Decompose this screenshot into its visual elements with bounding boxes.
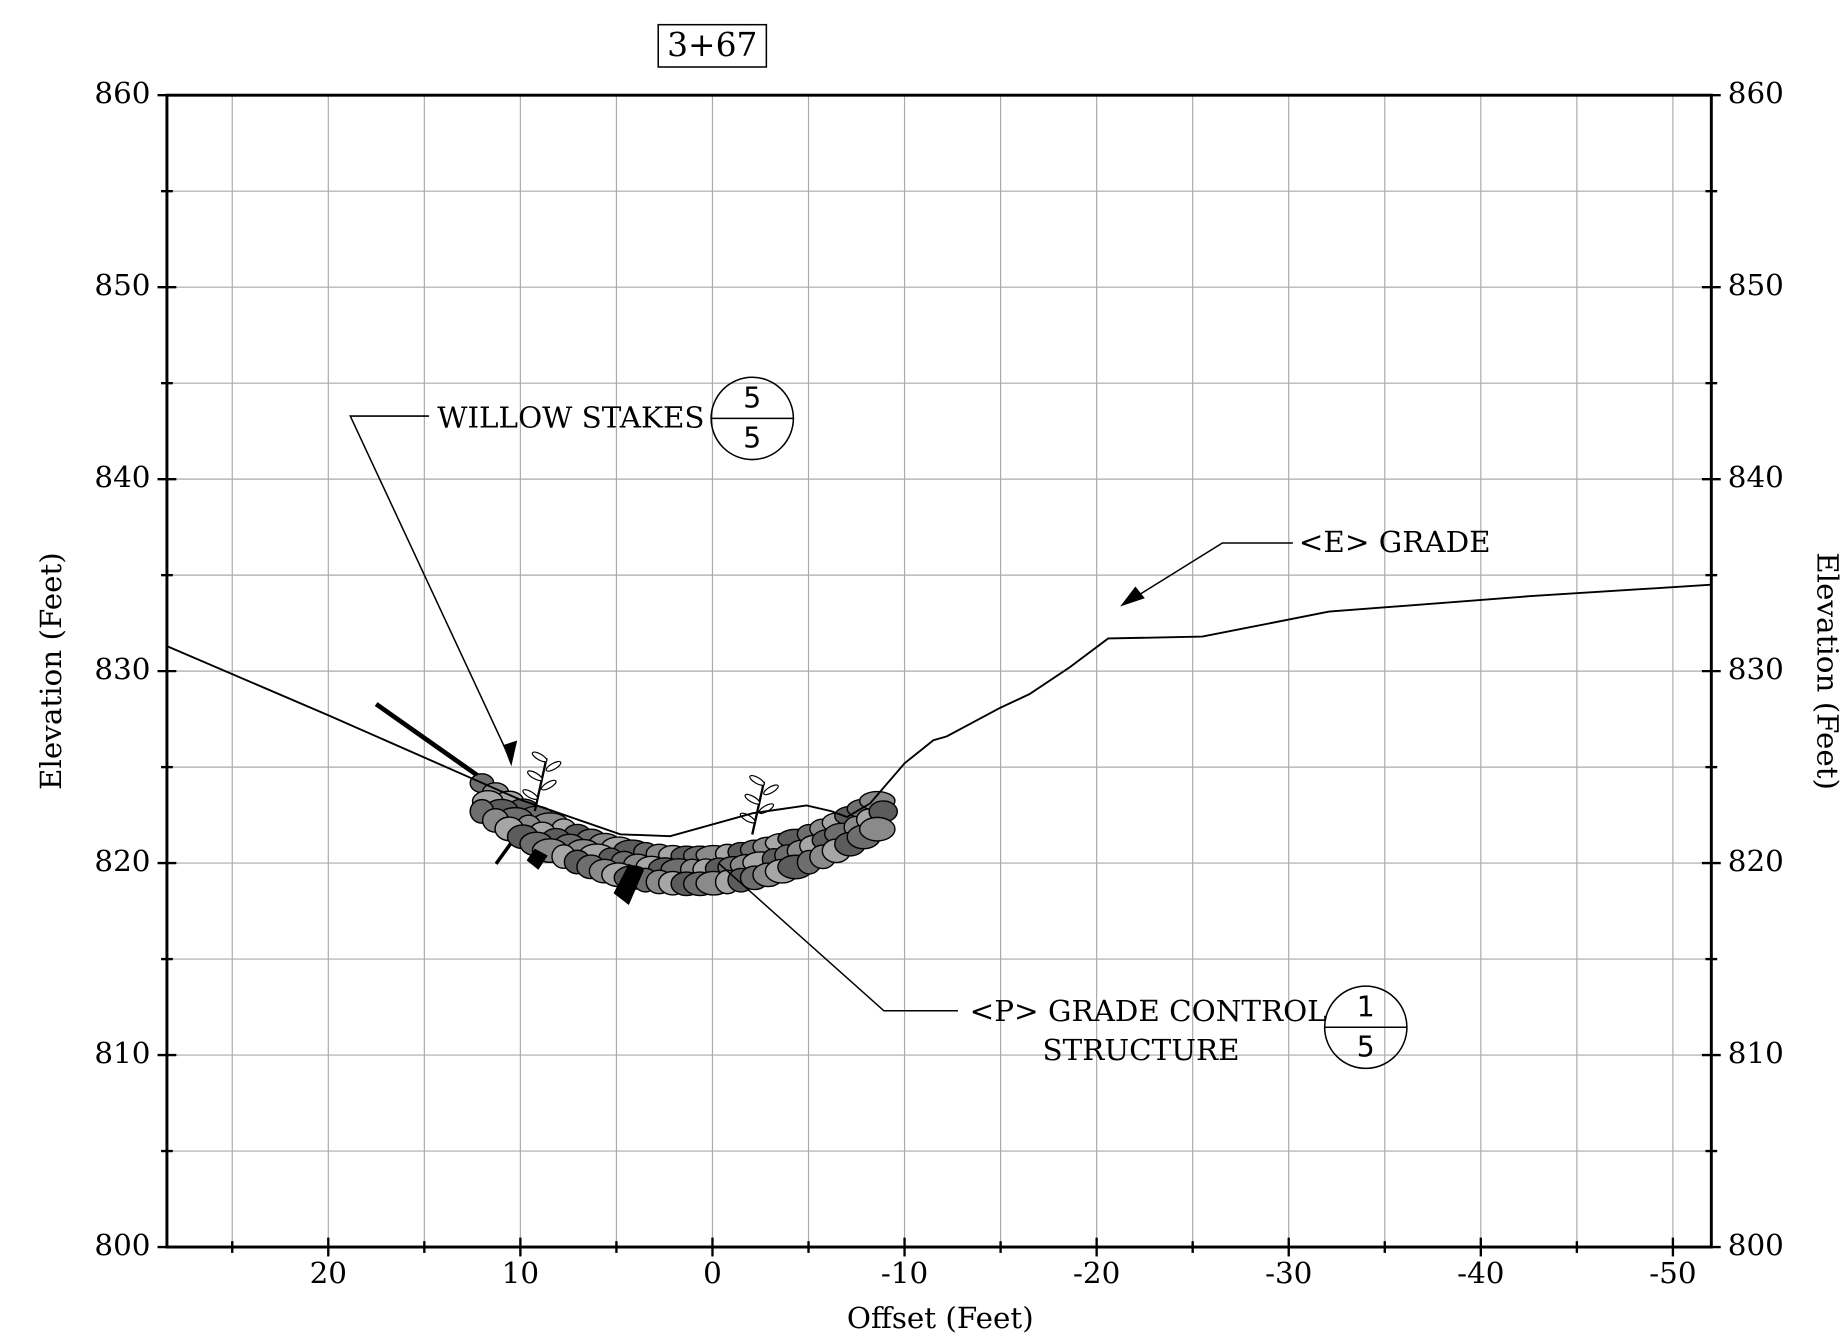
detail-number: 1 (1357, 990, 1375, 1023)
x-tick-label: -40 (1457, 1256, 1504, 1290)
y2-tick-label: 860 (1728, 76, 1784, 110)
grid (166, 94, 1712, 1248)
x-tick-label: -50 (1649, 1256, 1696, 1290)
callout-label: STRUCTURE (1043, 1033, 1240, 1067)
willow-leaf (545, 760, 562, 772)
willow-leaf (522, 789, 539, 800)
willow-leaf (531, 751, 548, 763)
willow-leaf (758, 803, 775, 815)
callouts: WILLOW STAKES 5 5 <E> GRADE <P> GRADE CO… (349, 376, 1491, 1070)
leader-line (718, 863, 958, 1012)
y2-tick-label: 830 (1728, 652, 1784, 686)
data (166, 583, 1712, 838)
chart-title: 3+67 (667, 25, 757, 64)
x-tick-label: -30 (1265, 1256, 1312, 1290)
willow-leaf (763, 784, 779, 796)
willow-stake (751, 781, 766, 835)
willow-stake (533, 757, 548, 812)
y-tick-label: 840 (94, 460, 150, 494)
leader-line (1125, 542, 1293, 604)
callout-label: WILLOW STAKES (437, 401, 704, 435)
arrow (1120, 586, 1145, 607)
x-tick-label: 10 (502, 1256, 539, 1290)
y2-tick-label: 820 (1728, 844, 1784, 878)
callout-label: <E> GRADE (1299, 525, 1491, 559)
y2-tick-label: 800 (1728, 1228, 1784, 1262)
y2-axis-label: Elevation (Feet) (1810, 552, 1843, 790)
willow-leaf (744, 793, 761, 805)
detail-number: 5 (743, 382, 761, 415)
y2-tick-label: 850 (1728, 268, 1784, 302)
x-axis-label: Offset (Feet) (847, 1301, 1034, 1335)
y-tick-label: 820 (94, 844, 150, 878)
y-axis-label: Elevation (Feet) (34, 552, 68, 790)
y2-tick-label: 810 (1728, 1036, 1784, 1070)
leader-line (349, 415, 512, 762)
x-tick-label: 0 (703, 1256, 722, 1290)
x-tick-label: -10 (881, 1256, 928, 1290)
x-tick-label: 20 (310, 1256, 347, 1290)
title-box (657, 23, 768, 68)
sheet-number: 5 (743, 422, 761, 455)
y-tick-label: 860 (94, 76, 150, 110)
y-tick-label: 830 (94, 652, 150, 686)
arrow (503, 740, 518, 767)
grade-line (166, 583, 1712, 838)
rock-structure (374, 702, 898, 906)
rock (858, 816, 896, 842)
callout-label: <P> GRADE CONTROL (970, 994, 1327, 1028)
y2-tick-label: 840 (1728, 460, 1784, 494)
sheet-number: 5 (1357, 1030, 1375, 1063)
y-tick-label: 850 (94, 268, 150, 302)
willow-leaf (749, 775, 765, 786)
y-tick-label: 800 (94, 1228, 150, 1262)
y-tick-label: 810 (94, 1036, 150, 1070)
stake-tip (613, 863, 645, 906)
willow-leaf (527, 770, 543, 782)
x-tick-label: -20 (1073, 1256, 1120, 1290)
willow-leaf (540, 779, 557, 791)
stake-tip (526, 848, 548, 870)
